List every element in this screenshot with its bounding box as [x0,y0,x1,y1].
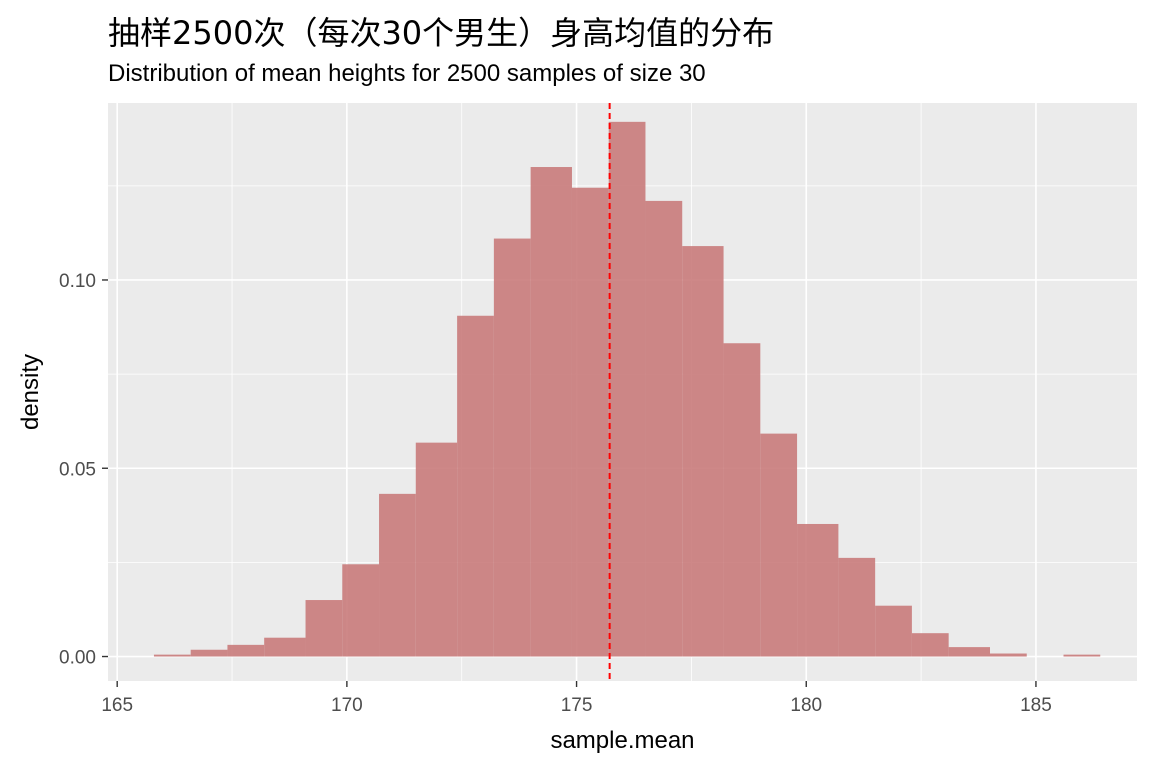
x-tick-label: 180 [790,695,822,716]
histogram-bar [682,246,724,657]
histogram-bar [415,442,458,657]
histogram-bar [990,653,1027,657]
histogram-bar [379,493,416,657]
histogram-bar [227,644,265,657]
histogram-bar [305,600,343,657]
histogram-bar [571,187,609,657]
histogram-bar [760,433,798,657]
y-tick-label: 0.00 [59,648,96,669]
histogram-bar [457,315,494,657]
histogram-bar [153,654,191,657]
histogram-bar [1063,654,1101,657]
histogram-bar [190,649,228,657]
x-tick-label: 165 [101,695,133,716]
histogram-bar [342,564,380,657]
y-axis: 0.00 0.05 0.10 [59,271,108,669]
x-tick-label: 170 [331,695,363,716]
x-tick-label: 175 [561,695,593,716]
x-axis: 165 170 175 180 185 [101,681,1052,716]
histogram-bar [911,633,949,657]
y-axis-title: density [17,354,44,430]
x-tick-label: 185 [1020,695,1052,716]
histogram-bars [153,121,1101,657]
histogram-bar [493,238,531,657]
histogram-bar [608,121,646,657]
histogram-bar [948,647,990,657]
y-tick-label: 0.10 [59,271,96,292]
histogram-bar [838,557,876,657]
histogram-bar [530,167,572,657]
histogram-bar [264,637,306,657]
x-axis-title: sample.mean [550,727,694,754]
histogram-bar [723,343,761,657]
chart-title: 抽样2500次（每次30个男生）身高均值的分布 [108,14,775,52]
histogram-bar [797,523,839,657]
chart-subtitle: Distribution of mean heights for 2500 sa… [108,60,706,87]
histogram-bar [875,605,912,657]
y-tick-label: 0.05 [59,459,96,480]
histogram-bar [645,200,683,657]
